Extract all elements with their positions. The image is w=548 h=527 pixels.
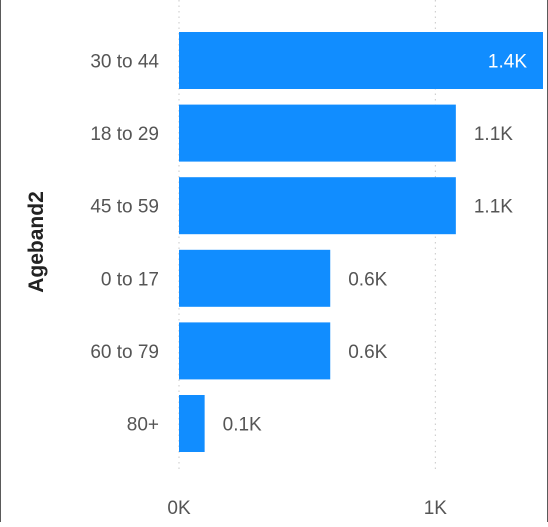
category-tick-labels: 30 to 44 18 to 29 45 to 59 0 to 17 60 to 79 8…: [90, 52, 159, 436]
data-label-5: 0.1K: [223, 415, 262, 436]
category-label-3: 0 to 17: [101, 269, 159, 290]
data-label-0: 1.4K: [488, 52, 527, 73]
bar-1[interactable]: [179, 104, 456, 162]
category-label-4: 60 to 79: [90, 342, 159, 363]
data-label-2: 1.1K: [474, 197, 513, 218]
category-label-1: 18 to 29: [90, 124, 159, 145]
bar-0[interactable]: [179, 32, 543, 89]
data-label-1: 1.1K: [474, 124, 513, 145]
category-label-5: 80+: [127, 415, 159, 436]
bar-2[interactable]: [179, 177, 456, 235]
data-label-4: 0.6K: [348, 342, 387, 363]
bar-3[interactable]: [179, 249, 331, 307]
x-tick-label-1: 1K: [424, 498, 448, 519]
bar-5[interactable]: [179, 395, 205, 452]
data-label-3: 0.6K: [348, 269, 387, 290]
x-tick-label-0: 0K: [167, 498, 191, 519]
data-labels: 1.4K 1.1K 1.1K 0.6K 0.6K 0.1K: [223, 52, 528, 436]
category-label-2: 45 to 59: [90, 197, 159, 218]
bars: [179, 32, 543, 452]
x-tick-labels: 0K 1K: [167, 498, 447, 519]
y-axis-title: Ageband2: [25, 191, 48, 293]
category-label-0: 30 to 44: [90, 52, 159, 73]
bar-4[interactable]: [179, 322, 331, 380]
